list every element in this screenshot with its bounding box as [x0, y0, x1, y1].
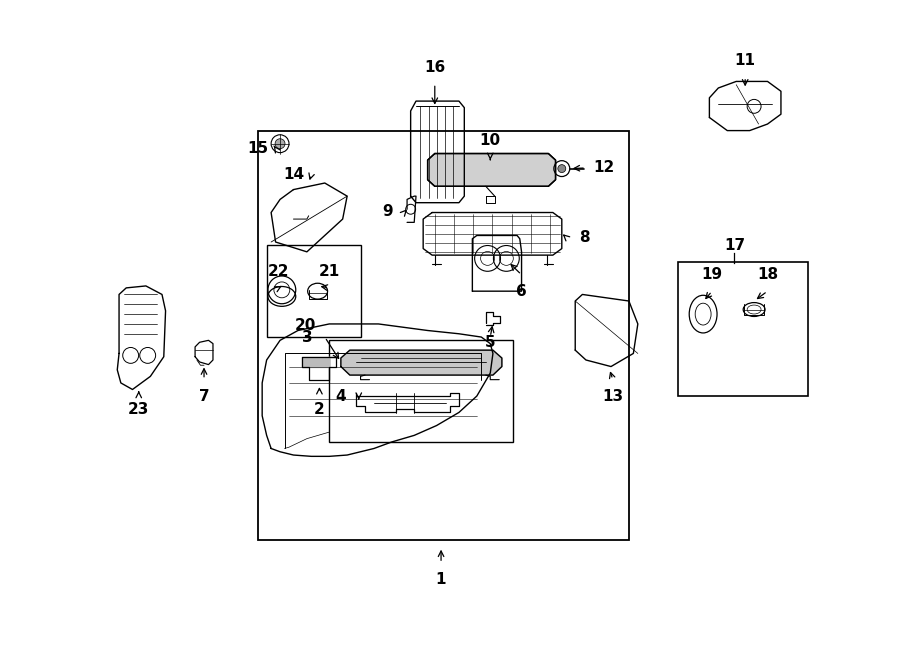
Text: 11: 11: [734, 53, 756, 68]
Text: 1: 1: [436, 572, 446, 587]
Polygon shape: [302, 357, 336, 367]
Text: 12: 12: [593, 161, 615, 175]
Text: 23: 23: [128, 402, 149, 416]
Text: 5: 5: [485, 335, 496, 350]
Text: 15: 15: [248, 141, 268, 156]
Bar: [257, 131, 629, 540]
Polygon shape: [341, 350, 502, 375]
Circle shape: [558, 165, 566, 173]
Text: 14: 14: [283, 167, 304, 182]
Circle shape: [275, 139, 285, 149]
Text: 22: 22: [267, 264, 289, 279]
Text: 9: 9: [382, 204, 392, 219]
Text: 16: 16: [424, 59, 446, 75]
Bar: [329, 340, 513, 442]
Polygon shape: [428, 153, 555, 186]
Text: 3: 3: [302, 330, 312, 344]
Text: 20: 20: [294, 318, 316, 332]
Text: 21: 21: [319, 264, 340, 279]
Text: 2: 2: [314, 402, 325, 416]
Bar: [678, 262, 808, 396]
Text: 19: 19: [701, 267, 723, 282]
Bar: [266, 245, 361, 337]
Text: 7: 7: [199, 389, 210, 404]
Text: 18: 18: [757, 267, 778, 282]
Text: 4: 4: [336, 389, 346, 404]
Text: 17: 17: [724, 238, 745, 253]
Text: 13: 13: [602, 389, 624, 404]
Text: 10: 10: [480, 133, 500, 148]
Text: 8: 8: [579, 230, 590, 245]
Text: 6: 6: [517, 284, 526, 299]
